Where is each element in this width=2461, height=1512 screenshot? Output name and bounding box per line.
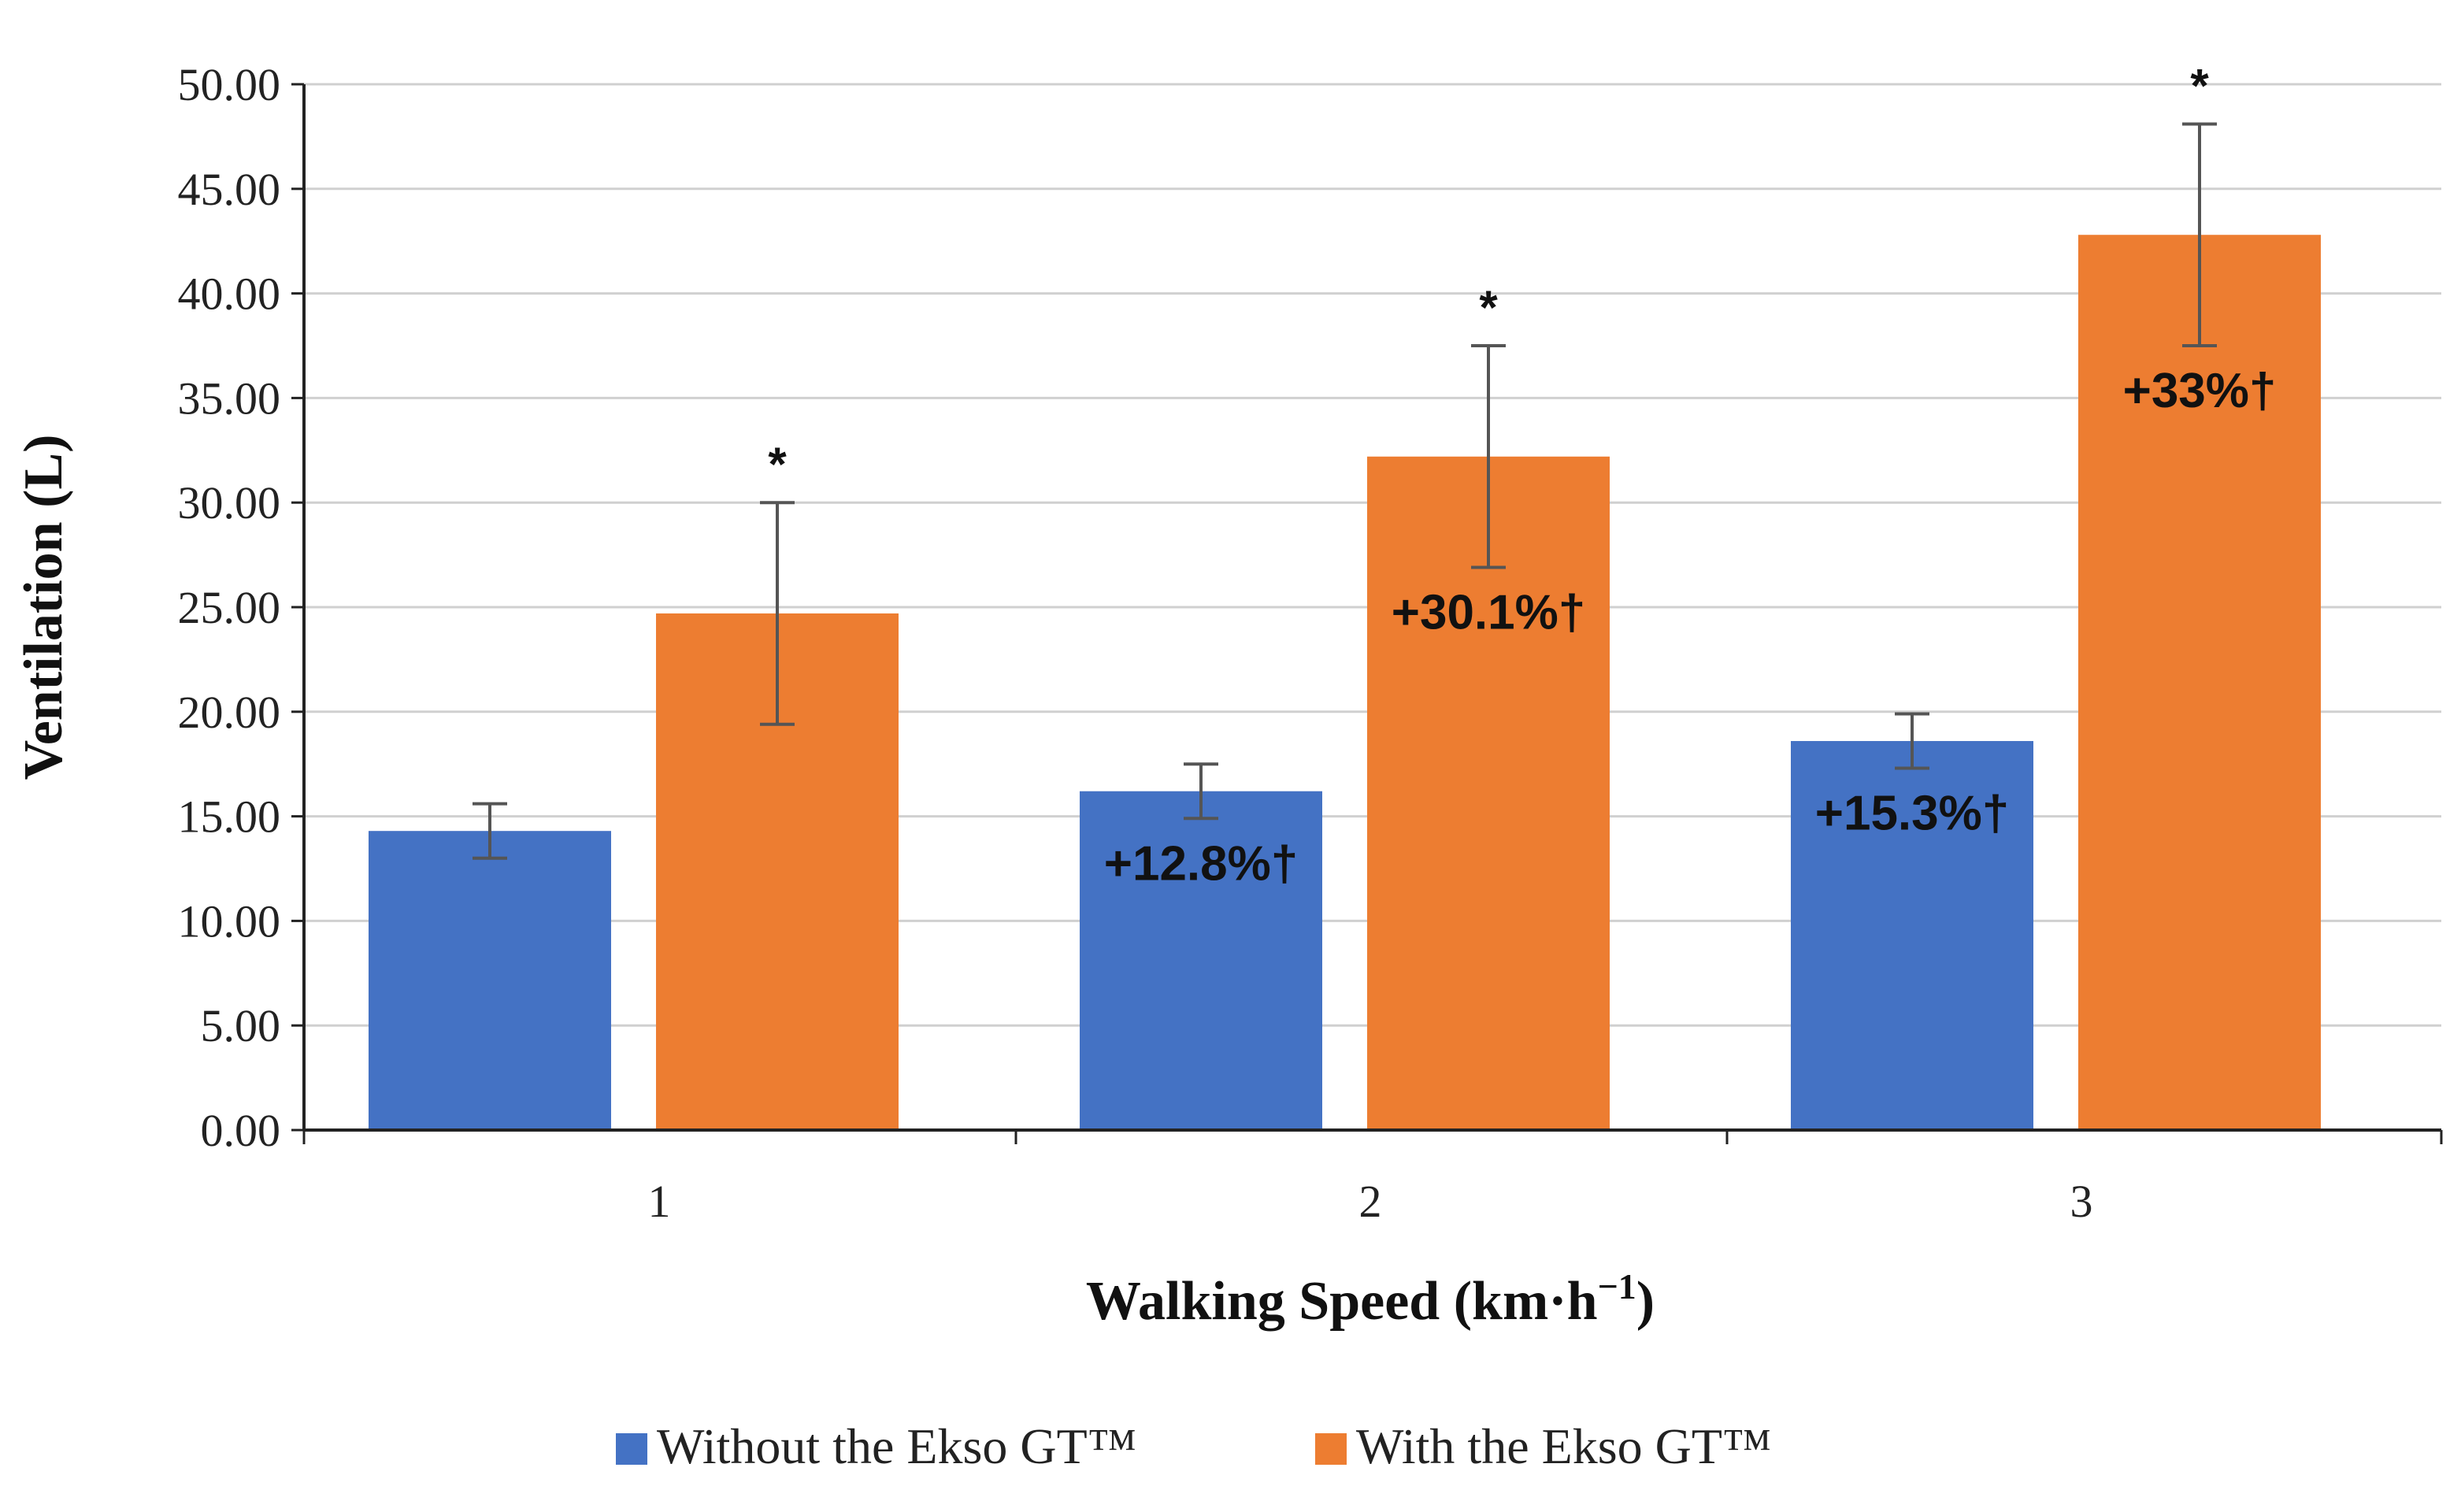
percent-change-label: +12.8%† (1104, 836, 1299, 891)
bar-without-speed-2 (1080, 791, 1322, 1130)
y-axis-title: Ventilation (L) (13, 435, 74, 780)
x-tick-label: 3 (2070, 1176, 2093, 1227)
significance-asterisk: * (2190, 59, 2209, 112)
bar-without-speed-3 (1791, 740, 2033, 1130)
bar-with-speed-3 (2078, 235, 2321, 1131)
y-tick-label: 50.00 (178, 59, 281, 110)
bar-without-speed-1 (369, 831, 611, 1130)
percent-change-label: +15.3%† (1815, 787, 2010, 841)
x-axis-title-main: Walking Speed (km·h (1086, 1271, 1598, 1332)
y-tick-label: 40.00 (178, 269, 281, 320)
y-tick-label: 5.00 (201, 1000, 281, 1051)
y-tick-label: 0.00 (201, 1105, 281, 1156)
legend-label-with: With the Ekso GT™ (1356, 1418, 1772, 1474)
y-tick-label: 30.00 (178, 477, 281, 528)
legend-label-without: Without the Ekso GT™ (657, 1418, 1136, 1474)
significance-asterisk: * (1479, 281, 1498, 334)
y-tick-label: 45.00 (178, 164, 281, 215)
legend: Without the Ekso GT™ With the Ekso GT™ (616, 1418, 1772, 1474)
y-tick-label: 20.00 (178, 687, 281, 738)
x-axis-title-superscript: −1 (1598, 1266, 1636, 1306)
x-tick-label: 1 (648, 1176, 671, 1227)
axes (291, 83, 2443, 1144)
y-tick-label: 15.00 (178, 791, 281, 843)
y-tick-label: 25.00 (178, 582, 281, 633)
labels: 0.00 5.00 10.00 15.00 20.00 25.00 30.00 35.00 40… (13, 59, 2276, 1332)
x-axis-title: Walking Speed (km·h−1) (1086, 1266, 1655, 1332)
legend-swatch-without (616, 1433, 647, 1465)
legend-swatch-with (1315, 1433, 1347, 1465)
x-tick-label: 2 (1359, 1176, 1382, 1227)
percent-change-label: +33%† (2123, 364, 2277, 418)
y-tick-label: 10.00 (178, 895, 281, 947)
percent-change-label: +30.1%† (1392, 586, 1586, 640)
y-tick-label: 35.00 (178, 372, 281, 424)
bars (369, 122, 2321, 1131)
x-axis-title-suffix: ) (1636, 1271, 1655, 1332)
significance-asterisk: * (768, 438, 787, 491)
